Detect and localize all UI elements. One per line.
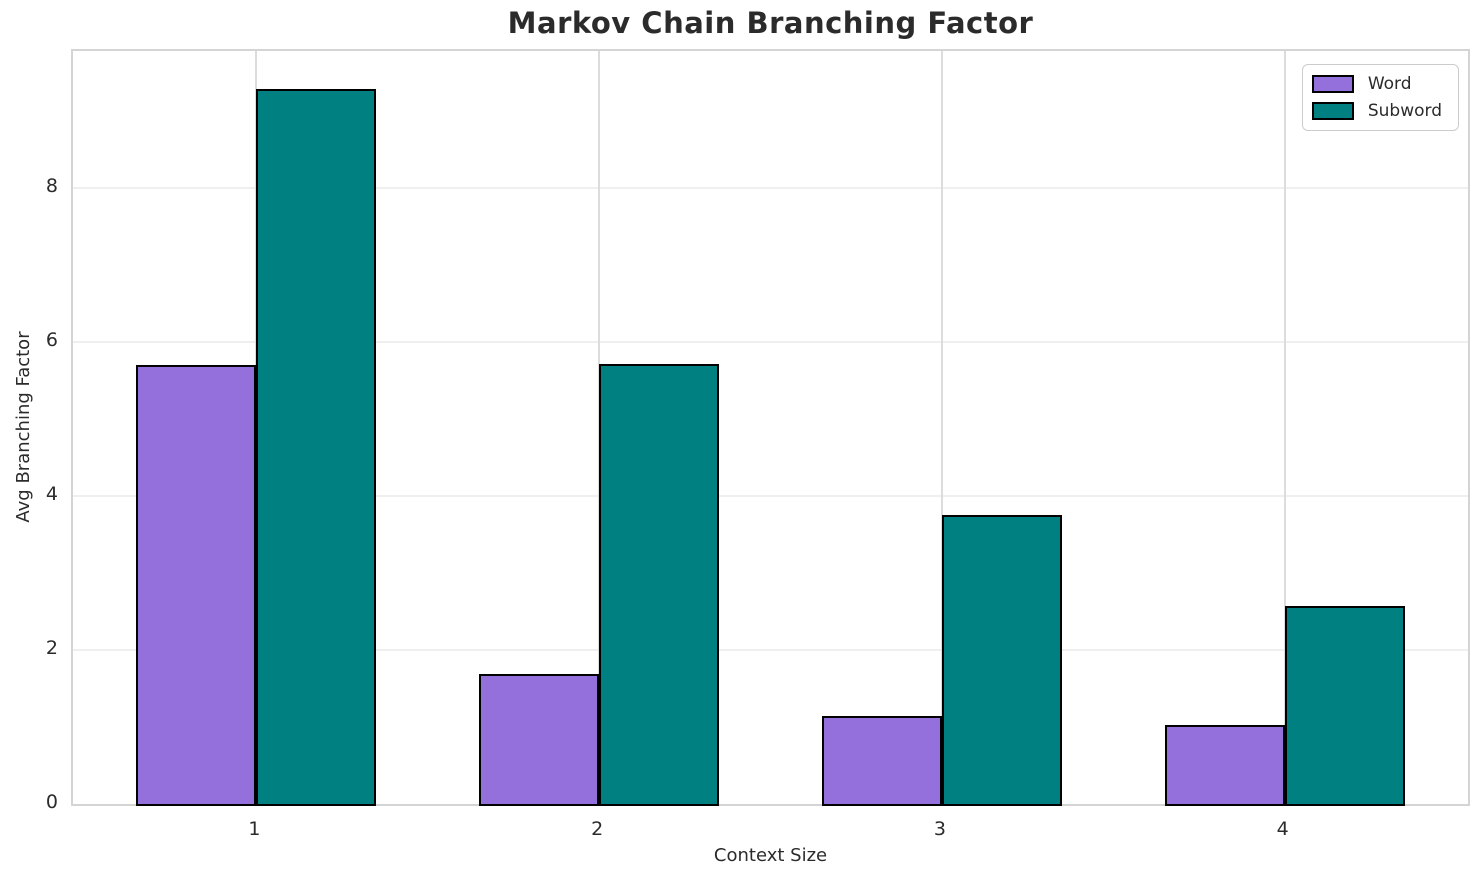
y-tick-label-2: 2 <box>45 637 58 659</box>
gridline-y-2 <box>73 649 1468 651</box>
bar-subword-cat2 <box>599 363 720 806</box>
bar-subword-cat4 <box>1284 606 1405 806</box>
gridline-y-6 <box>73 341 1468 344</box>
x-tick-label-3: 3 <box>933 818 946 840</box>
bar-word-cat4 <box>1164 724 1285 806</box>
x-tick-label-2: 2 <box>591 818 604 840</box>
plot-area: Word Subword <box>71 49 1470 806</box>
legend: Word Subword <box>1301 64 1459 131</box>
bar-word-cat2 <box>479 673 600 806</box>
legend-swatch-word-icon <box>1311 75 1354 93</box>
gridline-y-4 <box>73 495 1468 498</box>
y-tick-label-4: 4 <box>45 483 58 506</box>
chart-title: Markov Chain Branching Factor <box>507 6 1034 40</box>
x-axis-label: Context Size <box>713 845 828 866</box>
legend-label-subword: Subword <box>1367 101 1442 121</box>
legend-swatch-subword-icon <box>1311 102 1354 120</box>
legend-label-word: Word <box>1367 74 1412 94</box>
x-tick-label-1: 1 <box>248 818 261 840</box>
legend-item-subword: Subword <box>1311 101 1442 121</box>
bar-subword-cat3 <box>941 515 1062 806</box>
y-tick-label-8: 8 <box>45 175 58 198</box>
x-tick-label-4: 4 <box>1276 818 1289 840</box>
y-tick-label-6: 6 <box>45 329 58 352</box>
gridline-x-3 <box>940 51 943 804</box>
bar-subword-cat1 <box>256 89 377 806</box>
y-tick-label-0: 0 <box>45 791 58 813</box>
bar-word-cat3 <box>821 716 942 806</box>
gridline-x-4 <box>1283 51 1286 804</box>
bar-word-cat1 <box>136 365 257 806</box>
legend-item-word: Word <box>1311 74 1442 94</box>
gridline-y-8 <box>73 187 1468 190</box>
